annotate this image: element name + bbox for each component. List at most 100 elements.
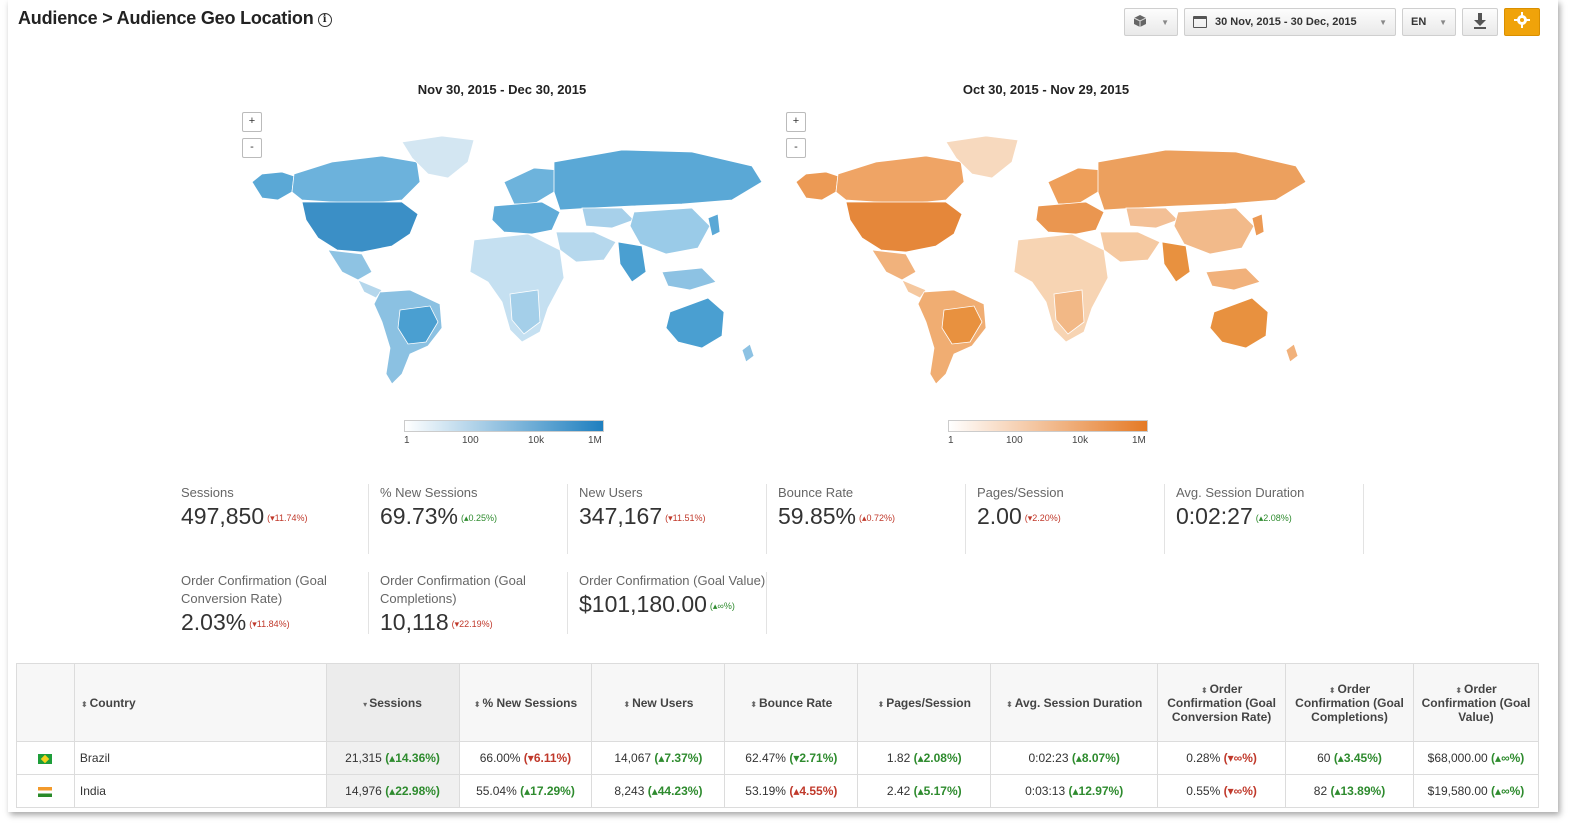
- language-dropdown[interactable]: EN ▼: [1402, 8, 1456, 36]
- cell-value: 55.04%: [476, 784, 517, 798]
- table-cell: 0:03:13 (▴12.97%): [990, 774, 1159, 808]
- segment-dropdown[interactable]: ▼: [1124, 8, 1178, 36]
- cell-delta: (▴17.29%): [520, 784, 575, 798]
- download-icon: [1474, 12, 1486, 32]
- map-region-australia: [665, 297, 725, 349]
- column-header-bounce-rate[interactable]: ⬍ Bounce Rate: [724, 663, 859, 742]
- flag-cell: [16, 741, 75, 775]
- column-header-avg-session-duration[interactable]: ⬍ Avg. Session Duration: [990, 663, 1159, 742]
- kpi-value: 497,850: [181, 503, 265, 529]
- kpi-value: 10,118: [380, 609, 449, 635]
- column-header-pages-session[interactable]: ⬍ Pages/Session: [857, 663, 992, 742]
- kpi-goal-conversion-rate: Order Confirmation (Goal Conversion Rate…: [170, 572, 369, 635]
- geo-data-table: ⬍ Country ▾ Sessions ⬍% New Sessions ⬍ New …: [16, 663, 1540, 808]
- zoom-out-button[interactable]: -: [786, 138, 806, 158]
- world-map-orange[interactable]: [786, 122, 1316, 392]
- table-cell: 14,067 (▴7.37%): [591, 741, 726, 775]
- map-region-russia: [1097, 149, 1307, 211]
- column-header-new-users[interactable]: ⬍ New Users: [591, 663, 726, 742]
- column-header-new-sessions[interactable]: ⬍% New Sessions: [458, 663, 593, 742]
- legend-tick: 10k: [1072, 435, 1089, 446]
- cell-value: 60: [1317, 751, 1331, 765]
- kpi-goal-completions: Order Confirmation (Goal Completions) 10…: [369, 572, 568, 635]
- column-header-goal-conversion-rate[interactable]: ⬍ Order Confirmation (Goal Conversion Rat…: [1157, 663, 1287, 742]
- table-cell: 0.28% (▾∞%): [1157, 741, 1287, 775]
- cell-delta: (▾∞%): [1223, 751, 1257, 765]
- kpi-delta: (▴0.25%): [461, 513, 498, 523]
- table-cell: 62.47% (▾2.71%): [724, 741, 859, 775]
- map-region-central-america: [357, 279, 383, 299]
- kpi-goal-value: Order Confirmation (Goal Value) $101,180…: [568, 572, 767, 634]
- date-range-label: 30 Nov, 2015 - 30 Dec, 2015: [1215, 16, 1357, 28]
- sort-icon: ⬍: [1200, 685, 1208, 695]
- date-range-picker[interactable]: 30 Nov, 2015 - 30 Dec, 2015 ▼: [1184, 8, 1396, 36]
- sort-icon: ⬍: [1455, 685, 1462, 695]
- table-cell: $19,580.00 (▴∞%): [1412, 774, 1540, 808]
- gear-icon: [1514, 11, 1530, 33]
- legend-tick: 100: [1006, 435, 1023, 446]
- cell-value: 8,243: [614, 784, 645, 798]
- kpi-new-sessions: % New Sessions 69.73% (▴0.25%): [369, 484, 568, 554]
- settings-button[interactable]: [1504, 8, 1540, 36]
- map-region-alaska: [795, 171, 839, 201]
- column-header-country[interactable]: ⬍ Country: [73, 663, 327, 742]
- map-region-africa: [469, 233, 565, 343]
- cell-delta: (▴7.37%): [654, 751, 703, 765]
- chevron-down-icon: ▼: [1439, 17, 1447, 27]
- map-region-japan: [707, 213, 721, 237]
- sort-icon: ⬍: [1006, 699, 1013, 709]
- map-region-mexico: [871, 249, 917, 281]
- column-header-label: New Users: [632, 695, 694, 710]
- column-header-sessions[interactable]: ▾ Sessions: [325, 663, 460, 742]
- kpi-label: Pages/Session: [977, 485, 1064, 500]
- map-region-japan: [1251, 213, 1265, 237]
- table-header-row: ⬍ Country ▾ Sessions ⬍% New Sessions ⬍ New …: [16, 663, 1540, 742]
- cell-value: 0.28%: [1186, 751, 1221, 765]
- table-row[interactable]: India 14,976 (▴22.98%) 55.04% (▴17.29%) …: [16, 774, 1540, 808]
- table-cell: 8,243 (▴44.23%): [591, 774, 726, 808]
- map-region-greenland: [945, 135, 1019, 179]
- map-region-scandinavia: [1047, 167, 1103, 205]
- kpi-delta: (▾11.51%): [665, 513, 706, 523]
- map-previous-period: Oct 30, 2015 - Nov 29, 2015 + -: [786, 82, 1307, 462]
- india-flag-icon: [38, 786, 53, 797]
- zoom-out-button[interactable]: -: [242, 138, 262, 158]
- map-region-brazil: [397, 305, 439, 345]
- zoom-in-button[interactable]: +: [786, 112, 806, 132]
- map-region-australia: [1209, 297, 1269, 349]
- column-header-label: Order Confirmation (Goal Conversion Rate…: [1167, 681, 1276, 724]
- column-header-goal-completions[interactable]: ⬍ Order Confirmation (Goal Completions): [1285, 663, 1414, 742]
- map-region-africa: [1013, 233, 1109, 343]
- download-button[interactable]: [1462, 8, 1498, 36]
- legend-ticks: 1 100 10k 1M: [404, 435, 604, 449]
- map-region-usa: [301, 201, 419, 253]
- sort-icon: ⬍: [1328, 685, 1336, 695]
- info-icon[interactable]: i: [317, 13, 332, 27]
- cell-delta: (▾2.71%): [789, 751, 838, 765]
- kpi-label: Order Confirmation (Goal Completions): [380, 573, 526, 606]
- page-frame: Audience > Audience Geo Location i ▼ 30 N…: [8, 0, 1558, 812]
- cell-delta: (▴2.08%): [913, 751, 962, 765]
- kpi-delta: (▾2.20%): [1024, 513, 1061, 523]
- sort-desc-icon: ▾: [363, 699, 368, 709]
- country-cell[interactable]: Brazil: [73, 741, 327, 775]
- table-row[interactable]: Brazil 21,315 (▴14.36%) 66.00% (▾6.11%) …: [16, 741, 1540, 775]
- cell-value: 14,067: [614, 751, 652, 765]
- map-region-russia: [553, 149, 763, 211]
- table-cell: 60 (▴3.45%): [1285, 741, 1414, 775]
- kpi-delta: (▾11.74%): [267, 513, 308, 523]
- cell-delta: (▾∞%): [1223, 784, 1257, 798]
- table-cell: 0.55% (▾∞%): [1157, 774, 1287, 808]
- zoom-in-button[interactable]: +: [242, 112, 262, 132]
- cell-value: 2.42: [886, 784, 911, 798]
- column-header-goal-value[interactable]: ⬍ Order Confirmation (Goal Value): [1412, 663, 1540, 742]
- column-header-label: Pages/Session: [886, 695, 971, 710]
- world-map-blue[interactable]: [242, 122, 772, 392]
- cell-delta: (▴∞%): [1491, 751, 1525, 765]
- legend-tick: 1: [404, 435, 410, 446]
- table-cell: 0:02:23 (▴8.07%): [990, 741, 1159, 775]
- kpi-value: 59.85%: [778, 503, 857, 529]
- legend-tick: 10k: [528, 435, 545, 446]
- cell-delta: (▴44.23%): [647, 784, 703, 798]
- country-cell[interactable]: India: [73, 774, 327, 808]
